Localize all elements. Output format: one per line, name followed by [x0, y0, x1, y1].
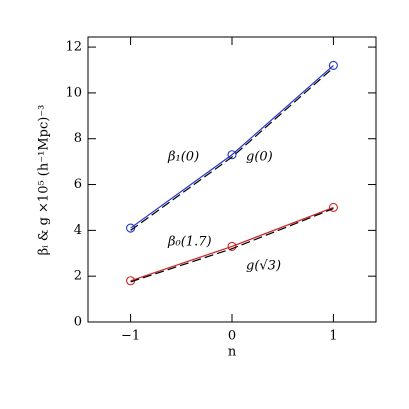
x-axis-label: n [228, 345, 237, 360]
series-annotation: g(√3) [246, 259, 281, 274]
data-point [328, 60, 338, 70]
series-line [130, 208, 334, 283]
data-point [227, 150, 237, 160]
series-annotation: g(0) [246, 150, 273, 165]
series-annotation: β₀(1.7) [167, 235, 212, 250]
y-tick-label: 4 [74, 223, 82, 238]
y-tick-label: 6 [74, 177, 82, 192]
y-tick-label: 8 [74, 131, 82, 146]
y-tick-label: 2 [74, 269, 82, 284]
x-tick-label: 1 [329, 329, 337, 344]
series-line [130, 64, 334, 229]
y-tick-label: 10 [65, 85, 82, 100]
series-annotation: β₁(0) [167, 150, 199, 165]
x-tick-label: −1 [121, 329, 140, 344]
y-axis-label: βᵢ & g ×10⁵ (h⁻¹Mpc)⁻³ [37, 105, 52, 256]
y-tick-label: 12 [65, 40, 82, 55]
y-tick-label: 0 [74, 315, 82, 330]
series-line [130, 206, 334, 282]
x-tick-label: 0 [228, 329, 236, 344]
series-line [130, 67, 334, 231]
data-point [227, 241, 237, 251]
data-point [328, 202, 338, 213]
plot-frame [87, 36, 377, 323]
